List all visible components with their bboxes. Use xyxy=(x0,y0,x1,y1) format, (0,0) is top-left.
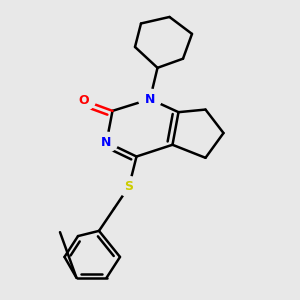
Text: O: O xyxy=(79,94,89,107)
Text: N: N xyxy=(145,93,155,106)
Circle shape xyxy=(73,91,95,110)
Circle shape xyxy=(139,89,161,109)
Circle shape xyxy=(95,132,118,152)
Circle shape xyxy=(118,177,140,196)
Text: N: N xyxy=(101,136,112,149)
Text: S: S xyxy=(124,180,134,193)
